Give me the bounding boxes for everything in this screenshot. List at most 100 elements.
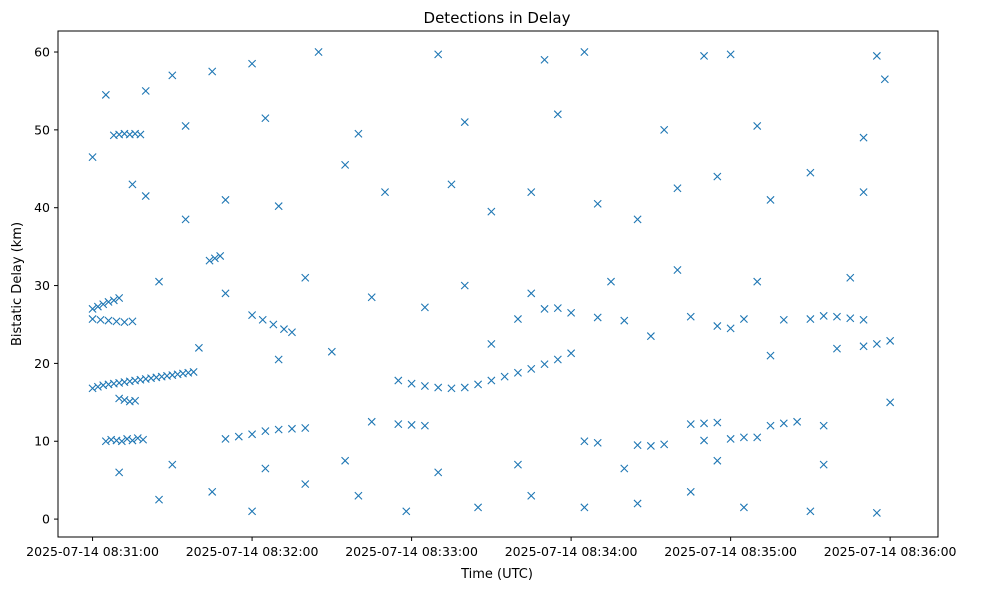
data-point bbox=[580, 437, 589, 446]
data-point bbox=[527, 364, 536, 373]
data-point bbox=[633, 499, 642, 508]
data-point bbox=[859, 133, 868, 142]
data-point bbox=[109, 296, 118, 305]
data-point bbox=[104, 316, 113, 325]
data-point bbox=[394, 420, 403, 429]
data-point bbox=[189, 367, 198, 376]
y-tick-label: 60 bbox=[34, 45, 50, 60]
data-point bbox=[93, 302, 102, 311]
data-point bbox=[726, 434, 735, 443]
data-point bbox=[460, 383, 469, 392]
data-point bbox=[886, 398, 895, 407]
data-point bbox=[779, 419, 788, 428]
data-point bbox=[354, 491, 363, 500]
data-point bbox=[713, 456, 722, 465]
data-points bbox=[88, 48, 895, 517]
data-point bbox=[686, 312, 695, 321]
data-point bbox=[447, 180, 456, 189]
data-point bbox=[269, 320, 278, 329]
data-point bbox=[527, 491, 536, 500]
data-point bbox=[301, 273, 310, 282]
data-point bbox=[713, 172, 722, 181]
data-point bbox=[287, 328, 296, 337]
y-axis: 0 10 20 30 40 50 60 bbox=[34, 45, 58, 527]
data-point bbox=[793, 417, 802, 426]
data-point bbox=[832, 344, 841, 353]
data-point bbox=[131, 396, 140, 405]
data-point bbox=[846, 314, 855, 323]
data-point bbox=[593, 313, 602, 322]
data-point bbox=[513, 315, 522, 324]
data-point bbox=[221, 195, 230, 204]
data-point bbox=[394, 376, 403, 385]
data-point bbox=[500, 372, 509, 381]
data-point bbox=[99, 300, 108, 309]
plot-area-frame bbox=[57, 30, 939, 538]
data-point bbox=[420, 421, 429, 430]
data-point bbox=[886, 336, 895, 345]
data-point bbox=[248, 507, 257, 516]
data-point bbox=[487, 376, 496, 385]
chart-title: Detections in Delay bbox=[424, 9, 571, 27]
y-tick-label: 40 bbox=[34, 200, 50, 215]
data-point bbox=[88, 315, 97, 324]
x-axis: 2025-07-14 08:31:00 2025-07-14 08:32:00 20… bbox=[26, 537, 957, 559]
data-point bbox=[540, 55, 549, 64]
data-point bbox=[367, 293, 376, 302]
data-point bbox=[806, 315, 815, 324]
data-point bbox=[700, 419, 709, 428]
x-tick-label: 2025-07-14 08:32:00 bbox=[186, 544, 319, 559]
data-point bbox=[686, 420, 695, 429]
data-point bbox=[779, 315, 788, 324]
data-point bbox=[208, 67, 217, 76]
data-point bbox=[341, 456, 350, 465]
data-point bbox=[168, 71, 177, 80]
data-point bbox=[301, 424, 310, 433]
data-point bbox=[93, 382, 102, 391]
data-point bbox=[513, 460, 522, 469]
data-point bbox=[646, 332, 655, 341]
data-point bbox=[513, 368, 522, 377]
data-point bbox=[739, 315, 748, 324]
data-point bbox=[248, 311, 257, 320]
data-point bbox=[274, 202, 283, 211]
data-point bbox=[128, 180, 137, 189]
data-point bbox=[120, 318, 129, 327]
data-point bbox=[115, 468, 124, 477]
data-point bbox=[753, 121, 762, 130]
data-point bbox=[447, 384, 456, 393]
data-point bbox=[327, 347, 336, 356]
data-point bbox=[460, 118, 469, 127]
data-point bbox=[261, 114, 270, 123]
data-point bbox=[660, 125, 669, 134]
data-point bbox=[133, 434, 142, 443]
data-point bbox=[607, 277, 615, 286]
data-point bbox=[407, 420, 416, 429]
data-point bbox=[274, 425, 283, 434]
data-point bbox=[660, 440, 669, 449]
data-point bbox=[194, 343, 203, 352]
data-point bbox=[580, 48, 589, 57]
data-point bbox=[381, 188, 389, 197]
data-point bbox=[460, 281, 469, 290]
y-tick-label: 30 bbox=[34, 278, 50, 293]
data-point bbox=[646, 441, 655, 450]
data-point bbox=[136, 130, 145, 139]
data-point bbox=[155, 495, 164, 504]
data-point bbox=[123, 434, 132, 443]
data-point bbox=[221, 434, 230, 443]
data-point bbox=[766, 351, 775, 360]
data-point bbox=[287, 424, 296, 433]
data-point bbox=[96, 315, 105, 324]
data-point bbox=[819, 421, 828, 430]
data-point bbox=[819, 460, 828, 469]
data-point bbox=[234, 432, 243, 441]
data-point bbox=[872, 51, 881, 60]
data-point bbox=[726, 50, 735, 59]
data-point bbox=[128, 436, 137, 445]
data-point bbox=[248, 59, 257, 68]
data-point bbox=[434, 383, 443, 392]
data-point bbox=[115, 294, 124, 303]
data-point bbox=[434, 468, 443, 477]
data-point bbox=[274, 355, 283, 364]
